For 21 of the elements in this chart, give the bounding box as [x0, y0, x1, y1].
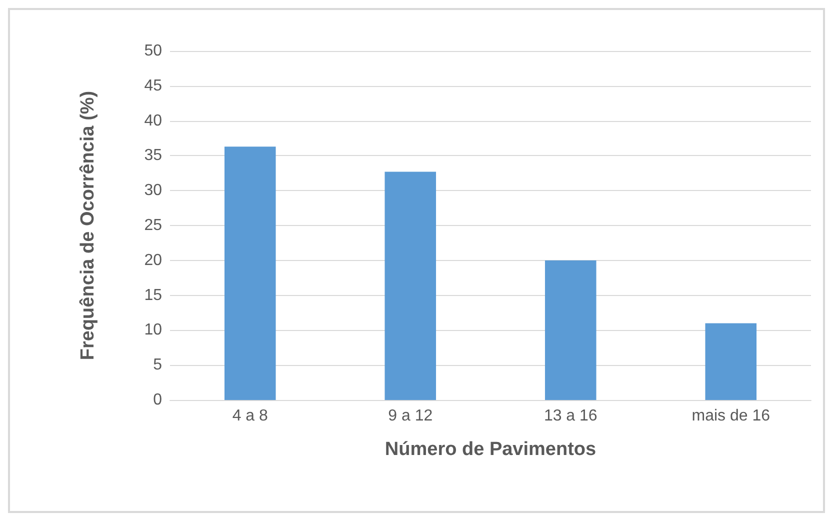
x-tick-label: mais de 16 [692, 408, 770, 424]
x-axis-title: Número de Pavimentos [384, 439, 596, 460]
x-tick-label: 13 a 16 [544, 408, 598, 424]
y-tick-label: 50 [144, 42, 162, 60]
bar [544, 260, 596, 400]
y-tick-label: 10 [144, 322, 162, 339]
bar [705, 323, 757, 400]
y-tick-label: 5 [153, 356, 162, 374]
y-tick-label: 30 [144, 182, 162, 200]
bar [384, 172, 436, 400]
bar [224, 146, 276, 400]
y-tick-label: 35 [144, 147, 162, 164]
y-axis-title: Frequência de Ocorrência (%) [78, 90, 98, 360]
y-tick-label: 45 [144, 77, 162, 94]
x-tick-label: 4 a 8 [232, 408, 268, 424]
x-tick-label: 9 a 12 [388, 408, 433, 424]
y-tick-label: 20 [144, 252, 162, 269]
y-tick-label: 40 [144, 112, 162, 130]
y-tick-label: 25 [144, 217, 162, 234]
y-tick-label: 15 [144, 286, 162, 304]
y-tick-label: 0 [153, 392, 162, 408]
